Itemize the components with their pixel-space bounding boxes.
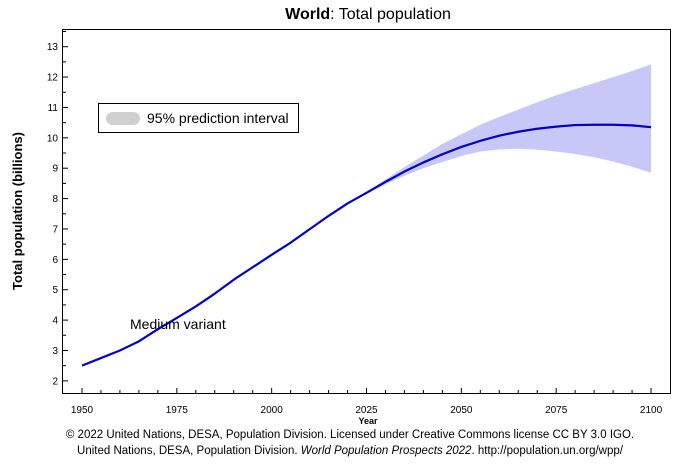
- x-tick-label: 2100: [640, 405, 663, 416]
- legend-swatch: [106, 112, 140, 125]
- medium-variant-annotation: Medium variant: [130, 316, 226, 332]
- y-tick-label: 4: [52, 316, 58, 327]
- x-axis-label: Year: [358, 416, 378, 426]
- x-tick-label: 2075: [545, 405, 568, 416]
- y-tick-label: 3: [52, 346, 58, 357]
- y-tick-label: 6: [52, 255, 58, 266]
- legend-label: 95% prediction interval: [147, 110, 289, 126]
- prediction-interval-layer: [355, 64, 652, 201]
- x-tick-label: 1950: [71, 405, 94, 416]
- legend: 95% prediction interval: [98, 103, 299, 133]
- x-tick-label: 2025: [355, 405, 378, 416]
- y-tick-label: 9: [52, 164, 58, 175]
- chart-title-bold: World: [285, 6, 330, 23]
- source-prefix: United Nations, DESA, Population Divisio…: [77, 445, 301, 457]
- series-line-0: [81, 123, 652, 367]
- axis-ticks: 2 3 4 5 6 7 8 9 10 11 12 13 1950 1975 2000 2025 2050 2075…: [47, 31, 663, 416]
- y-axis-label: Total population (billions): [10, 132, 25, 290]
- y-tick-label: 11: [48, 103, 59, 114]
- source-title: World Population Prospects 2022: [300, 445, 472, 457]
- y-tick-label: 8: [52, 194, 58, 205]
- chart-title-rest: : Total population: [330, 6, 451, 23]
- y-tick-label: 2: [52, 376, 58, 387]
- source-suffix: . http://population.un.org/wpp/: [471, 445, 623, 457]
- y-tick-label: 10: [47, 133, 59, 144]
- copyright-notice: © 2022 United Nations, DESA, Population …: [65, 429, 635, 441]
- y-tick-label: 12: [47, 73, 59, 84]
- prediction-interval-band: [355, 64, 652, 201]
- series-layer: [81, 123, 652, 367]
- y-tick-label: 7: [52, 224, 58, 235]
- y-tick-label: 5: [52, 285, 58, 296]
- x-tick-label: 2050: [450, 405, 473, 416]
- source-citation: United Nations, DESA, Population Divisio…: [0, 445, 700, 457]
- chart-title: World: Total population: [285, 6, 451, 23]
- x-tick-label: 1975: [166, 405, 189, 416]
- plot-area: [62, 29, 671, 394]
- y-tick-label: 13: [47, 42, 59, 53]
- x-tick-label: 2000: [261, 405, 284, 416]
